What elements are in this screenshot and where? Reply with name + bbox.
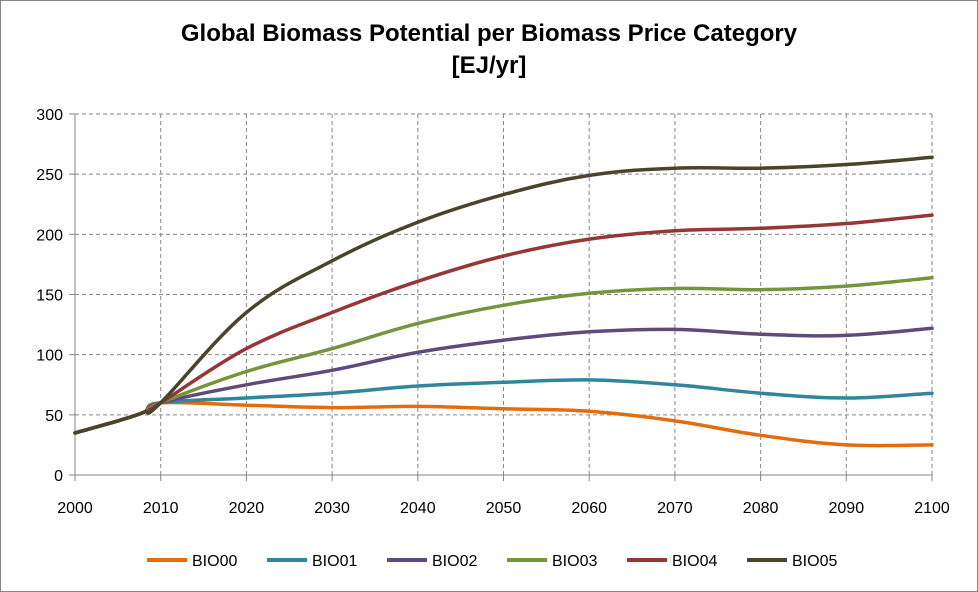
legend-label-bio01: BIO01 — [312, 553, 357, 570]
legend-label-bio05: BIO05 — [792, 553, 837, 570]
y-tick-label: 200 — [36, 227, 63, 244]
legend-label-bio03: BIO03 — [552, 553, 597, 570]
x-tick-label: 2070 — [657, 500, 693, 517]
chart-title: Global Biomass Potential per Biomass Pri… — [180, 20, 798, 47]
x-tick-label: 2100 — [914, 500, 950, 517]
gridlines — [75, 113, 933, 475]
y-tick-label: 50 — [45, 408, 63, 425]
series-lines — [73, 155, 934, 448]
legend-label-bio02: BIO02 — [432, 553, 477, 570]
x-tick-label: 2010 — [143, 500, 179, 517]
x-tick-label: 2060 — [571, 500, 607, 517]
x-tick-label: 2030 — [314, 500, 350, 517]
axes: 0 50 100 150 200 250 300 2000 2010 2020 2030 2040 20… — [36, 107, 950, 517]
chart-subtitle: [EJ/yr] — [451, 52, 527, 79]
legend: BIO00 BIO01 BIO02 BIO03 BIO04 BIO05 — [147, 553, 837, 570]
y-tick-label: 300 — [36, 107, 63, 124]
chart-title-block: Global Biomass Potential per Biomass Pri… — [0, 18, 978, 82]
x-tick-label: 2090 — [829, 500, 865, 517]
y-tick-label: 0 — [54, 468, 63, 485]
x-tick-label: 2000 — [57, 500, 93, 517]
x-tick-label: 2080 — [743, 500, 779, 517]
y-tick-label: 150 — [36, 288, 63, 305]
x-tick-label: 2050 — [486, 500, 522, 517]
series-line-bio05 — [73, 155, 934, 435]
y-tick-label: 100 — [36, 348, 63, 365]
legend-label-bio00: BIO00 — [192, 553, 237, 570]
x-tick-label: 2040 — [400, 500, 436, 517]
y-tick-label: 250 — [36, 167, 63, 184]
legend-label-bio04: BIO04 — [672, 553, 717, 570]
x-tick-label: 2020 — [229, 500, 265, 517]
